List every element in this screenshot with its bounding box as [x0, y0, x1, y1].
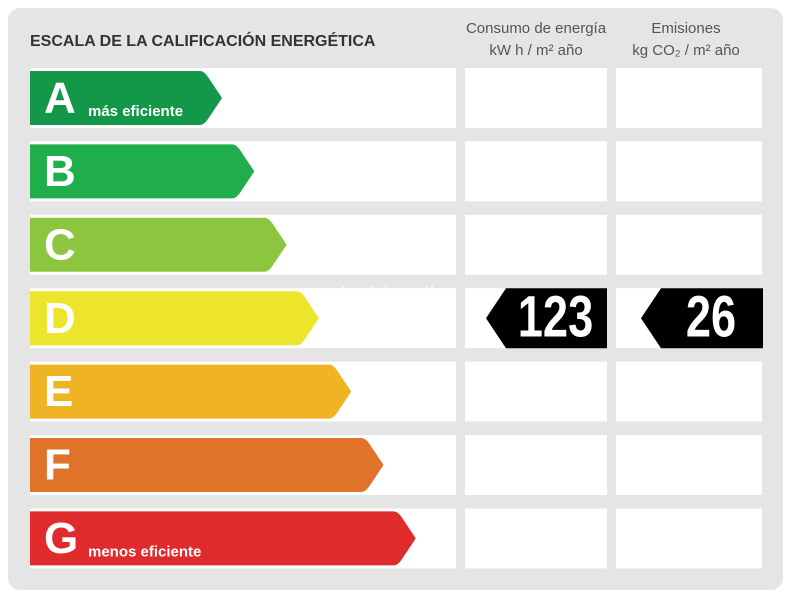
- value-cell: [465, 68, 607, 128]
- rating-letter: B: [44, 147, 76, 196]
- column-title: Emisiones: [651, 20, 720, 37]
- rating-note: más eficiente: [88, 103, 183, 120]
- value-badge: [486, 288, 607, 349]
- rating-letter: E: [44, 367, 73, 416]
- watermark: habitaclia: [340, 281, 450, 311]
- value-cell: [616, 361, 762, 422]
- rating-arrow: [30, 291, 319, 346]
- value-cell: [616, 214, 762, 275]
- value-badge: [641, 288, 763, 349]
- rating-arrow: [30, 71, 222, 125]
- column-unit: kW h / m² año: [489, 42, 582, 59]
- rating-letter: F: [44, 441, 71, 490]
- rating-note: menos eficiente: [88, 543, 201, 560]
- column-title: Consumo de energía: [466, 20, 607, 37]
- value: 26: [686, 285, 736, 350]
- value-cell: [465, 361, 607, 422]
- value-cell: [616, 68, 762, 128]
- value-cell: [616, 508, 762, 569]
- value: 123: [518, 285, 593, 350]
- value-cell: [465, 141, 607, 202]
- rating-arrow: [30, 144, 255, 199]
- rating-arrow: [30, 217, 287, 272]
- column-unit: kg CO₂ / m² año: [632, 42, 740, 59]
- value-cell: [465, 435, 607, 495]
- rating-letter: A: [44, 74, 76, 123]
- rating-arrow: [30, 438, 384, 492]
- rating-arrow: [30, 511, 416, 566]
- value-cell: [616, 141, 762, 202]
- rating-letter: C: [44, 220, 76, 269]
- rating-letter: D: [44, 294, 76, 343]
- value-cell: [616, 435, 762, 495]
- title: ESCALA DE LA CALIFICACIÓN ENERGÉTICA: [30, 31, 376, 50]
- rating-letter: G: [44, 514, 78, 563]
- value-cell: [465, 214, 607, 275]
- rating-arrow: [30, 364, 352, 419]
- value-cell: [465, 508, 607, 569]
